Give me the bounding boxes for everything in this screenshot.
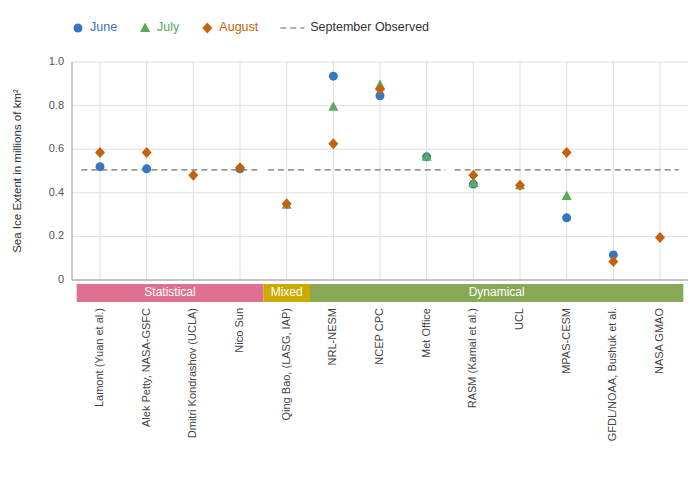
x-tick-label: Alek Petty, NASA-GSFC xyxy=(140,308,152,427)
chart: 0 0.2 0.4 0.6 0.8 1.0 Sea Ice Extent in millio… xyxy=(0,0,700,493)
legend-label: July xyxy=(157,20,180,34)
point xyxy=(375,84,385,95)
grid-line xyxy=(520,62,521,280)
group-box xyxy=(263,284,310,302)
x-tick-label: UCL xyxy=(513,308,525,330)
y-tick-label: 0.4 xyxy=(49,186,64,198)
observed-line xyxy=(315,169,446,171)
x-tick-label: NASA GMAO xyxy=(653,308,665,374)
point xyxy=(96,162,105,171)
x-tick-label: RASM (Kamal et al.) xyxy=(466,308,478,408)
y-tick-label: 0.8 xyxy=(49,99,64,111)
legend-label: September Observed xyxy=(310,20,429,34)
point xyxy=(422,152,431,161)
grid-line xyxy=(566,62,567,280)
grid-line xyxy=(613,62,614,280)
legend-symbol xyxy=(140,23,150,33)
point xyxy=(142,164,151,173)
point xyxy=(608,256,618,267)
point xyxy=(282,198,292,209)
point xyxy=(562,147,572,158)
x-tick-label: Lamont (Yuan et al.) xyxy=(93,308,105,407)
grid xyxy=(72,62,688,280)
group-label: Mixed xyxy=(271,285,303,299)
group-label: Dynamical xyxy=(469,285,525,299)
legend-label: August xyxy=(219,20,258,34)
group-box xyxy=(77,284,264,302)
legend-label: June xyxy=(90,20,117,34)
legend-symbol xyxy=(202,23,212,34)
point xyxy=(329,72,338,81)
y-tick-label: 0.6 xyxy=(49,142,64,154)
y-tick-label: 0.2 xyxy=(49,229,64,241)
group-label: Statistical xyxy=(144,285,195,299)
x-axis-line xyxy=(72,280,688,281)
point xyxy=(328,138,338,149)
x-tick-label: NCEP CPC xyxy=(373,308,385,365)
grid-line xyxy=(72,280,688,281)
x-tick-label: Nico Sun xyxy=(233,308,245,353)
x-tick-label: Dmitri Kondrashov (UCLA) xyxy=(186,308,198,438)
x-tick-label: GFDL/NOAA, Bushuk et al. xyxy=(606,308,618,441)
x-tick-label: Qing Bao, (LASG, IAP) xyxy=(280,308,292,421)
grid-line xyxy=(333,62,334,280)
category-groups: Statistical Mixed Dynamical xyxy=(77,284,684,302)
point xyxy=(468,170,478,181)
point xyxy=(422,151,432,161)
point xyxy=(515,180,525,191)
grid-line xyxy=(286,62,287,280)
point xyxy=(142,147,152,158)
observed-line xyxy=(455,169,679,171)
grid-line xyxy=(426,62,427,280)
legend: June July August September Observed xyxy=(74,20,430,34)
point xyxy=(188,170,198,181)
y-tick-label: 0 xyxy=(58,273,64,285)
x-tick-label: MPAS-CESM xyxy=(560,308,572,374)
observed-line xyxy=(81,169,258,171)
legend-symbol xyxy=(280,27,304,29)
point xyxy=(235,162,245,173)
plot-area xyxy=(81,72,678,267)
point xyxy=(655,232,665,243)
group-box xyxy=(310,284,683,302)
point xyxy=(95,147,105,158)
y-ticks: 0 0.2 0.4 0.6 0.8 1.0 xyxy=(49,55,64,285)
x-tick-label: Met Office xyxy=(420,308,432,358)
grid-line xyxy=(660,62,661,280)
y-axis-label: Sea Ice Extent in millions of km² xyxy=(11,89,23,253)
point xyxy=(562,213,571,222)
x-ticks: Lamont (Yuan et al.) Alek Petty, NASA-GSF… xyxy=(93,308,665,442)
point xyxy=(328,101,338,111)
y-axis-line xyxy=(72,62,73,280)
point xyxy=(562,191,572,201)
observed-line xyxy=(268,169,305,171)
y-tick-label: 1.0 xyxy=(49,55,64,67)
x-tick-label: NRL-NESM xyxy=(326,308,338,365)
legend-symbol xyxy=(74,24,83,33)
